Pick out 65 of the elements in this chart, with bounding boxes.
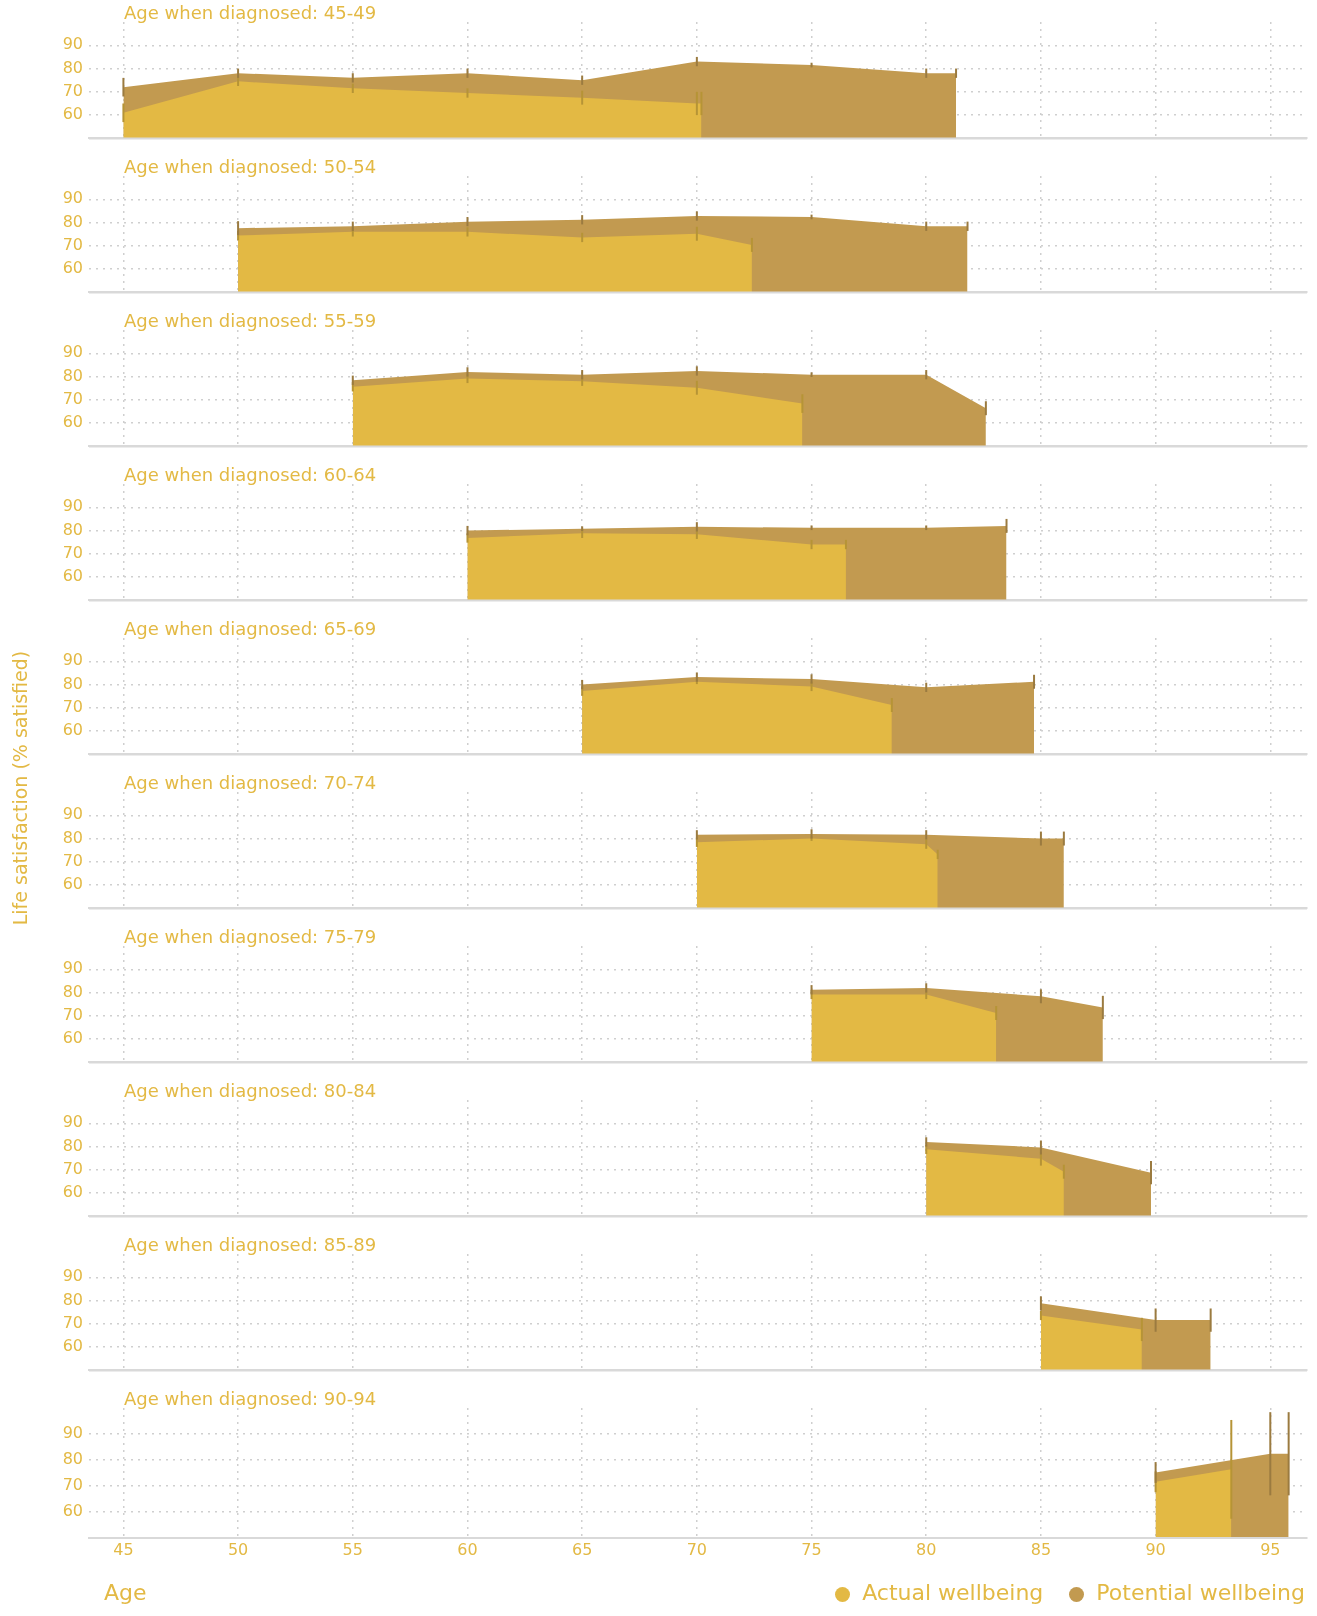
x-tick-label: 85	[1030, 1539, 1052, 1559]
chart-title: Age when diagnosed: 70-74	[124, 772, 377, 793]
y-tick-label: 80	[62, 1449, 83, 1469]
y-tick-label: 70	[62, 851, 83, 870]
x-tick-label: 55	[342, 1539, 363, 1559]
y-tick-label: 80	[62, 57, 83, 77]
y-tick-label: 60	[62, 1336, 83, 1356]
y-tick-label: 60	[62, 258, 83, 278]
x-tick-label: 60	[457, 1539, 478, 1559]
x-tick-label: 90	[1145, 1539, 1166, 1559]
chart-title: Age when diagnosed: 90-94	[124, 1388, 377, 1409]
y-tick-label: 90	[62, 496, 83, 516]
y-tick-label: 60	[62, 1182, 83, 1202]
y-tick-label: 60	[62, 1501, 83, 1521]
y-tick-label: 70	[62, 1005, 83, 1024]
y-tick-label: 90	[62, 342, 83, 362]
y-tick-label: 80	[62, 981, 83, 1001]
chart-title: Age when diagnosed: 50-54	[124, 156, 377, 177]
y-tick-label: 80	[62, 1289, 83, 1309]
x-tick-label: 80	[916, 1539, 937, 1559]
y-tick-label: 70	[62, 543, 83, 562]
chart-title: Age when diagnosed: 65-69	[124, 618, 377, 639]
y-tick-label: 60	[62, 720, 83, 740]
y-tick-label: 90	[62, 650, 83, 670]
y-tick-label: 90	[62, 958, 83, 978]
y-tick-label: 60	[62, 1028, 83, 1048]
legend-label: Potential wellbeing	[1096, 1580, 1305, 1605]
y-tick-label: 70	[62, 389, 83, 408]
chart-title: Age when diagnosed: 75-79	[124, 926, 377, 947]
y-tick-label: 70	[62, 235, 83, 254]
y-tick-label: 90	[62, 34, 83, 54]
y-tick-label: 70	[62, 81, 83, 100]
y-tick-label: 60	[62, 874, 83, 894]
y-tick-label: 90	[62, 188, 83, 208]
y-tick-label: 90	[62, 804, 83, 824]
y-tick-label: 80	[62, 827, 83, 847]
y-tick-label: 80	[62, 673, 83, 693]
y-tick-label: 80	[62, 1135, 83, 1155]
y-tick-label: 60	[62, 412, 83, 432]
y-tick-label: 70	[62, 1159, 83, 1178]
y-tick-label: 80	[62, 519, 83, 539]
chart-title: Age when diagnosed: 55-59	[124, 310, 377, 331]
chart-title: Age when diagnosed: 45-49	[124, 2, 377, 23]
x-tick-label: 65	[571, 1539, 593, 1559]
chart-title: Age when diagnosed: 85-89	[124, 1234, 377, 1255]
y-tick-label: 70	[62, 1313, 83, 1332]
legend-label: Actual wellbeing	[862, 1580, 1044, 1605]
chart-title: Age when diagnosed: 80-84	[124, 1080, 377, 1101]
x-tick-label: 95	[1260, 1539, 1281, 1559]
y-tick-label: 90	[62, 1423, 83, 1443]
x-tick-label: 50	[227, 1539, 249, 1559]
x-axis-title: Age	[104, 1580, 147, 1605]
y-tick-label: 60	[62, 566, 83, 586]
y-tick-label: 90	[62, 1112, 83, 1132]
chart-title: Age when diagnosed: 60-64	[124, 464, 377, 485]
y-tick-label: 70	[62, 1475, 83, 1495]
y-tick-label: 80	[62, 211, 83, 231]
y-tick-label: 70	[62, 697, 83, 716]
y-axis-title: Life satisfaction (% satisfied)	[9, 650, 32, 926]
y-tick-label: 60	[62, 104, 83, 124]
x-tick-label: 70	[686, 1539, 708, 1559]
y-tick-label: 80	[62, 365, 83, 385]
x-tick-label: 45	[113, 1539, 134, 1559]
x-tick-label: 75	[801, 1539, 822, 1559]
y-tick-label: 90	[62, 1266, 83, 1286]
